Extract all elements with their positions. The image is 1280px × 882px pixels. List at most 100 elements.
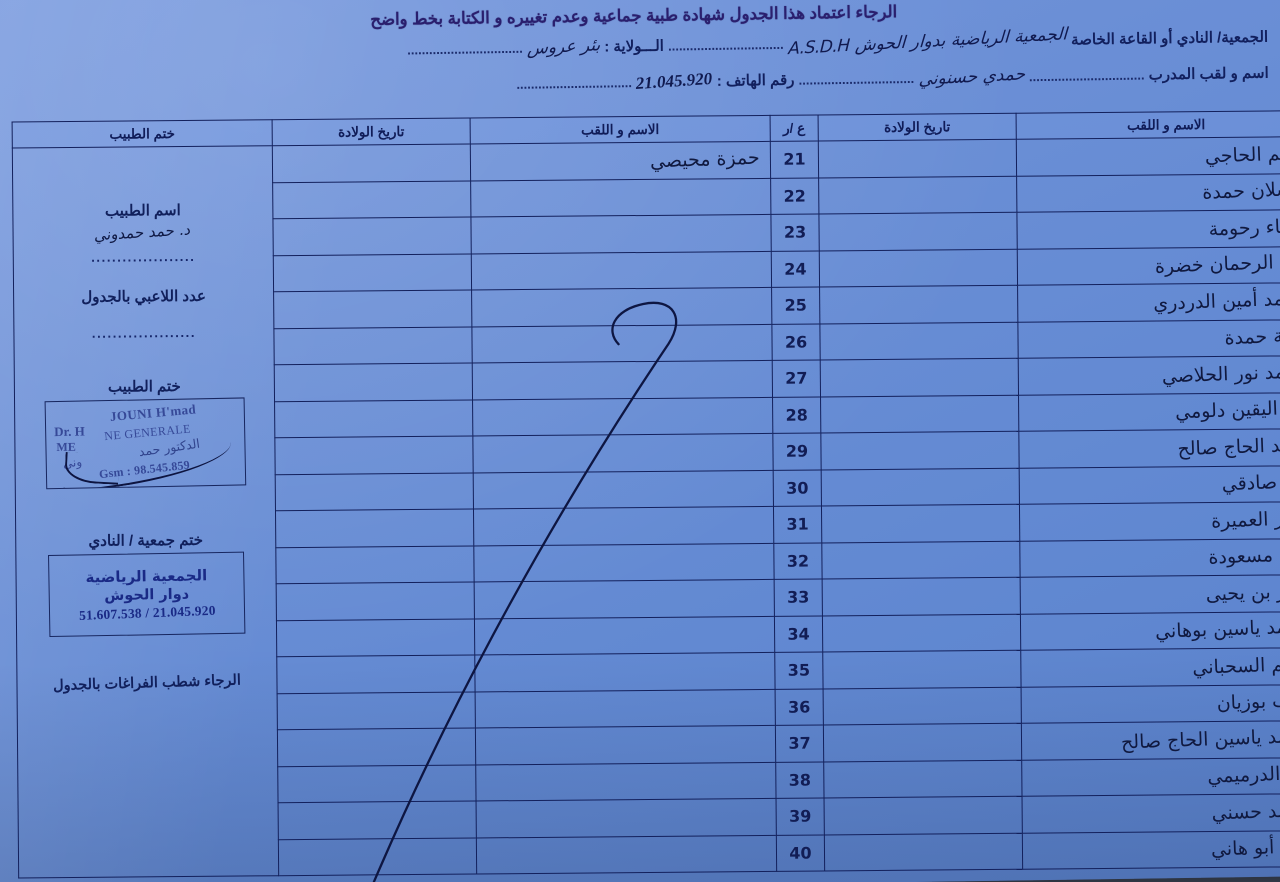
handwritten-name: عبد الرحمان خضرة [1154, 250, 1280, 279]
cell-birth-left [822, 613, 1021, 652]
cell-birth-right [275, 545, 475, 584]
cell-birth-left [818, 139, 1017, 178]
doctor-name-signature: د. حمد حمدوني [13, 220, 272, 250]
handwritten-name: مريم السحباني [1192, 652, 1280, 679]
handwritten-name: محمد ياسين بوهاني [1154, 615, 1280, 644]
cell-name-right [476, 798, 777, 838]
players-count-label: عدد اللاعبي بالجدول [81, 287, 206, 306]
cell-birth-left [820, 394, 1019, 433]
cell-birth-left [824, 832, 1023, 871]
cell-name-right [474, 615, 775, 655]
club-stamp-line1: الجمعية الرياضية [84, 566, 207, 587]
spacer-3 [15, 346, 274, 378]
doctor-stamp-line2: Dr. H [53, 423, 85, 440]
handwritten-name: جابر بن يحيى [1205, 579, 1280, 606]
handwritten-name: محمد حسني [1211, 798, 1280, 825]
handwritten-name: رقية حمدة [1224, 324, 1280, 350]
cell-name-right [473, 542, 775, 582]
cell-name-left: محمد أمين الدردري [1017, 282, 1280, 322]
handwritten-name: براء مسعودة [1208, 543, 1280, 569]
cell-name-right [475, 725, 776, 765]
club-label: الجمعية/ النادي أو القاعة الخاصة [1070, 28, 1269, 49]
cell-birth-right [277, 764, 477, 803]
th-name-2: الاسم و اللقب [470, 115, 771, 144]
bottom-note: الرجاء شطب الفراغات بالجدول [52, 672, 242, 695]
cell-number-right: 22 [770, 177, 819, 215]
cell-name-right [470, 177, 771, 217]
handwritten-name: صفاء رحومة [1208, 214, 1280, 241]
cell-birth-left [821, 467, 1020, 506]
club-stamp-line3: 21.045.920 / 51.607.538 [77, 602, 216, 623]
cell-number-right: 31 [773, 505, 822, 543]
cell-number-right: 32 [773, 542, 823, 580]
th-doctor-stamp: ختم الطبيب [12, 119, 273, 148]
cell-name-left: مريم الحاجي [1016, 136, 1280, 176]
cell-birth-left [819, 248, 1018, 287]
handwritten-name: حمزة محيصي [649, 146, 761, 173]
phone-value-handwritten: 21.045.920 [635, 68, 714, 94]
cell-birth-left [822, 650, 1022, 689]
cell-number-right: 23 [770, 213, 820, 251]
phone-label: رقم الهاتف : [716, 71, 795, 90]
cell-birth-right [278, 800, 477, 840]
cell-name-left: محمد ياسين الحاج صالح [1021, 720, 1280, 760]
club-stamp-line2: دوار الحوش [103, 586, 189, 605]
doctor-name-dots: .................... [91, 248, 196, 265]
cell-birth-right [278, 837, 477, 876]
cell-number-right: 33 [774, 578, 823, 616]
cell-name-right [472, 396, 773, 436]
handwritten-name: أيوب بوزيان [1216, 689, 1280, 715]
cell-name-left: صفاء رحومة [1016, 209, 1280, 249]
doctor-stamp: JOUNI H'mad Dr. H NE GENERALE ME الدكتور حمد… [44, 397, 246, 490]
doctor-stamp-label: ختم الطبيب [107, 378, 181, 396]
handwritten-name: أحمد الحاج صالح [1176, 433, 1280, 461]
cell-number-right: 27 [772, 359, 821, 397]
wilaya-value-handwritten: بئر عروس [526, 35, 601, 60]
cell-name-right [472, 433, 774, 473]
club-stamp: الجمعية الرياضية دوار الحوش 21.045.920 / 5… [47, 551, 245, 638]
cell-birth-right [275, 508, 474, 548]
cell-birth-right [276, 581, 475, 621]
cell-birth-right [277, 691, 476, 730]
cell-birth-right [273, 289, 472, 329]
cell-number-right: 25 [771, 286, 820, 324]
cell-name-left: محمد حسني [1022, 793, 1280, 833]
cell-name-right [471, 250, 772, 290]
cell-name-left: نور اليقين دلومي [1018, 392, 1280, 432]
cell-birth-left [821, 504, 1020, 543]
cell-number-right: 39 [776, 797, 825, 835]
cell-birth-left [820, 358, 1019, 397]
stamp-panel-inner: اسم الطبيب د. حمد حمدوني.................… [13, 146, 278, 877]
cell-birth-right [277, 727, 476, 767]
cell-name-right [475, 761, 777, 801]
handwritten-name: محمد ياسين الحاج صالح [1120, 724, 1280, 754]
cell-birth-left [820, 431, 1020, 470]
handwritten-name: نور اليقين دلومي [1174, 397, 1280, 424]
cell-number-right: 29 [772, 432, 822, 470]
cell-birth-left [822, 577, 1021, 616]
cell-birth-right [272, 180, 471, 219]
cell-birth-left [819, 321, 1019, 360]
cell-birth-left [823, 686, 1022, 725]
coach-dots: ................................ [798, 70, 915, 88]
cell-name-left: كوثر العميرة [1019, 501, 1280, 541]
cell-number-right: 36 [775, 688, 824, 726]
handwritten-name: آرسلان حمدة [1201, 178, 1280, 204]
handwritten-name: مريم الحاجي [1204, 141, 1280, 168]
cell-birth-right [274, 362, 473, 402]
cell-birth-left [819, 285, 1018, 324]
cell-name-right [471, 287, 772, 327]
handwritten-name: محمد نور الحلاصي [1161, 360, 1280, 388]
doctor-name-label: اسم الطبيب [104, 202, 181, 220]
cell-number-right: 38 [775, 761, 825, 799]
cell-number-right: 28 [772, 396, 821, 434]
cell-name-left: آدم الدرميمي [1021, 757, 1280, 797]
coach-label: اسم و لقب المدرب [1148, 64, 1269, 84]
coach-value-handwritten: حمدي حسنوني [917, 64, 1026, 90]
cell-name-right [474, 579, 775, 619]
cell-number-right: 35 [774, 651, 824, 689]
wilaya-dots: ................................ [407, 40, 523, 58]
cell-name-right [472, 360, 773, 400]
